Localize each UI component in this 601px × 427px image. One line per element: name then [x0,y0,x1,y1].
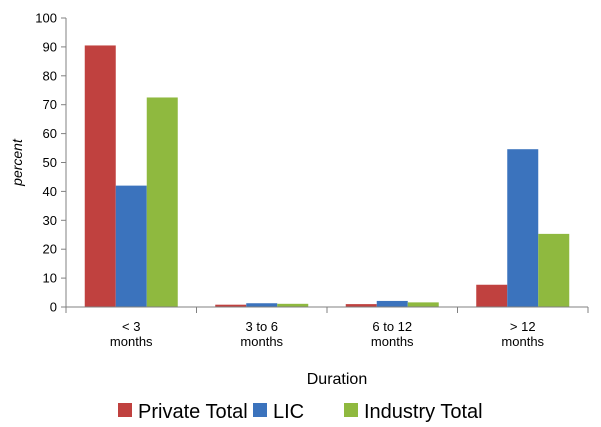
y-axis: 0 10 20 30 40 50 60 70 80 90 100 [35,11,67,315]
bar [538,233,570,307]
legend-label: Industry Total [364,401,483,423]
x-tick-label: 6 to 12 months [371,319,414,349]
bar [476,284,508,307]
bar [507,149,539,307]
bar [84,45,116,308]
x-tick-label: > 12 months [501,319,544,349]
legend: Private Total LIC Industry Total [118,401,483,423]
x-axis: < 3 months 3 to 6 months 6 to 12 months > 12 mo… [65,306,589,349]
bar [345,304,377,307]
bar [115,185,147,307]
legend-label: Private Total [138,401,248,423]
y-tick-label: 100 [35,11,57,26]
y-tick-label: 90 [43,39,57,54]
legend-label: LIC [273,401,304,423]
bar [215,304,247,307]
y-axis-label: percent [9,138,25,187]
bar [277,303,309,307]
y-tick-label: 0 [50,300,57,315]
bar [146,97,178,307]
y-tick-label: 10 [43,271,57,286]
x-tick-label: < 3 months [110,319,153,349]
y-tick-label: 60 [43,126,57,141]
y-tick-label: 80 [43,68,57,83]
bar [376,300,408,307]
y-tick-label: 20 [43,242,57,257]
y-tick-label: 40 [43,184,57,199]
legend-swatch [118,403,132,417]
bars-group [84,45,570,308]
y-tick-label: 70 [43,97,57,112]
x-axis-label: Duration [307,371,367,388]
bar [407,302,439,307]
y-tick-label: 30 [43,213,57,228]
y-tick-label: 50 [43,155,57,170]
legend-swatch [344,403,358,417]
bar [246,303,278,307]
legend-swatch [253,403,267,417]
x-tick-label: 3 to 6 months [240,319,283,349]
